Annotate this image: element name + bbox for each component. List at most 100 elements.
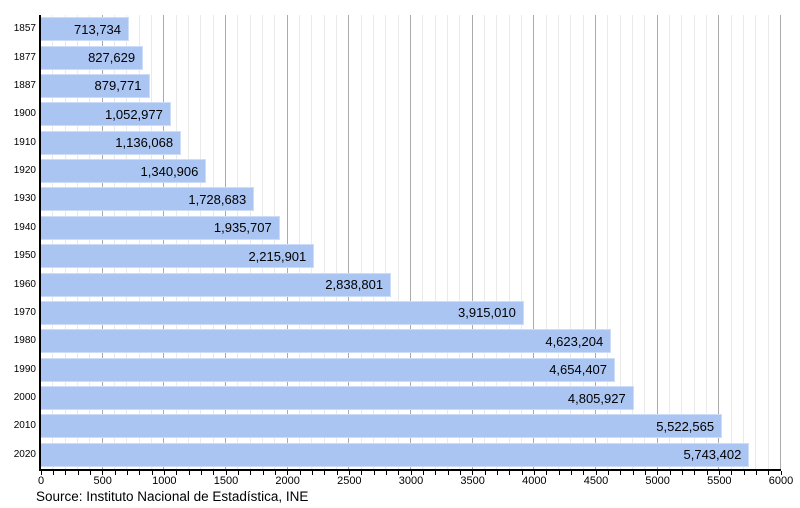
axis-tick [620, 471, 622, 475]
gridline-minor [422, 15, 424, 469]
gridline-minor [200, 15, 202, 469]
axis-tick [743, 471, 745, 475]
bar-value-label: 1,935,707 [213, 220, 272, 236]
x-axis-tick-label: 3500 [460, 475, 485, 487]
gridline-minor [64, 15, 66, 469]
bar-value-label: 879,771 [94, 78, 142, 94]
source-caption: Source: Instituto Nacional de Estadístic… [36, 489, 309, 504]
axis-tick [459, 471, 461, 475]
axis-tick [77, 471, 79, 475]
gridline-minor [323, 15, 325, 469]
gridline-minor [138, 15, 140, 469]
bar-value-label: 2,215,901 [248, 248, 307, 264]
bar-1950: 2,215,901 [41, 244, 315, 269]
axis-tick [731, 471, 733, 475]
bar-2000: 4,805,927 [41, 386, 634, 411]
gridline-minor [249, 15, 251, 469]
axis-tick [657, 471, 659, 475]
x-axis-tick-labels: 0 500 1000 1500 2000 2500 3000 3500 4000 4500 5000… [38, 475, 793, 488]
bar-1930: 1,728,683 [41, 187, 255, 212]
gridline-minor [311, 15, 313, 469]
bar-value-label: 3,915,010 [458, 305, 516, 321]
axis-tick [176, 471, 178, 475]
axis-tick [40, 471, 42, 475]
axis-tick [225, 471, 227, 475]
axis-tick [163, 471, 165, 475]
x-axis-tick-label: 6000 [768, 475, 794, 487]
axis-tick [311, 471, 313, 475]
bar-1887: 879,771 [41, 73, 150, 98]
gridline-minor [434, 15, 436, 469]
gridline-major [163, 15, 165, 469]
axis-tick [126, 471, 128, 475]
x-axis-tick-label: 2000 [275, 475, 300, 487]
axis-tick [632, 471, 634, 475]
gridline-minor [360, 15, 362, 469]
gridline-minor [373, 15, 374, 469]
year-label: 1930 [13, 193, 36, 205]
gridline-minor [77, 15, 78, 469]
axis-tick [336, 471, 338, 475]
gridline-minor [508, 15, 510, 469]
gridline-minor [669, 15, 670, 469]
axis-tick [385, 471, 387, 475]
axis-tick [262, 471, 264, 475]
gridline-minor [767, 15, 769, 469]
bar-1877: 827,629 [41, 45, 144, 70]
year-label: 1950 [13, 250, 36, 262]
gridline-minor [397, 15, 399, 469]
bar-value-label: 1,052,977 [105, 106, 163, 122]
axis-tick [558, 471, 560, 475]
year-label: 2020 [13, 448, 36, 460]
gridline-minor [693, 15, 695, 469]
axis-tick [607, 471, 609, 475]
bar-1980: 4,623,204 [41, 329, 612, 354]
axis-tick [595, 471, 597, 475]
axis-tick [484, 471, 486, 475]
bar-2010: 5,522,565 [41, 414, 723, 439]
axis-tick [669, 471, 671, 475]
gridline-minor [175, 15, 177, 469]
bar-value-label: 1,340,906 [140, 163, 199, 179]
bar-1910: 1,136,068 [41, 130, 182, 155]
axis-tick [681, 471, 683, 475]
axis-tick [570, 471, 572, 475]
bar-value-label: 5,522,565 [656, 418, 715, 434]
gridline-minor [262, 15, 263, 469]
axis-tick [348, 471, 350, 475]
axis-tick [496, 471, 498, 475]
axis-tick [213, 471, 215, 475]
axis-tick [447, 471, 449, 475]
gridline-major [225, 15, 226, 469]
axis-tick [755, 471, 757, 475]
bar-1970: 3,915,010 [41, 300, 524, 325]
axis-tick [521, 471, 523, 475]
gridline-minor [706, 15, 707, 469]
year-label: 1887 [13, 79, 36, 91]
year-label: 1920 [13, 165, 36, 177]
gridline-minor [545, 15, 547, 469]
axis-tick [274, 471, 276, 475]
bar-1990: 4,654,407 [41, 357, 616, 382]
axis-tick [718, 471, 720, 475]
gridline-minor [755, 15, 757, 469]
x-axis-tick-label: 3000 [398, 475, 424, 487]
bar-1920: 1,340,906 [41, 159, 207, 184]
gridline-minor [644, 15, 646, 469]
bar-value-label: 827,629 [88, 50, 136, 66]
axis-tick [299, 471, 301, 475]
gridline-minor [496, 15, 498, 469]
year-label: 1900 [13, 108, 36, 120]
axis-tick [361, 471, 363, 475]
bar-1960: 2,838,801 [41, 272, 392, 297]
year-label: 2010 [13, 420, 36, 432]
axis-tick [287, 471, 289, 475]
gridline-minor [459, 15, 461, 469]
gridline-minor [114, 15, 115, 469]
gridline-minor [385, 15, 387, 469]
axis-tick [89, 471, 91, 475]
x-axis-tick-label: 1000 [152, 475, 177, 487]
gridline-minor [237, 15, 239, 469]
bar-1857: 713,734 [41, 17, 130, 42]
bar-value-label: 1,136,068 [115, 135, 174, 151]
